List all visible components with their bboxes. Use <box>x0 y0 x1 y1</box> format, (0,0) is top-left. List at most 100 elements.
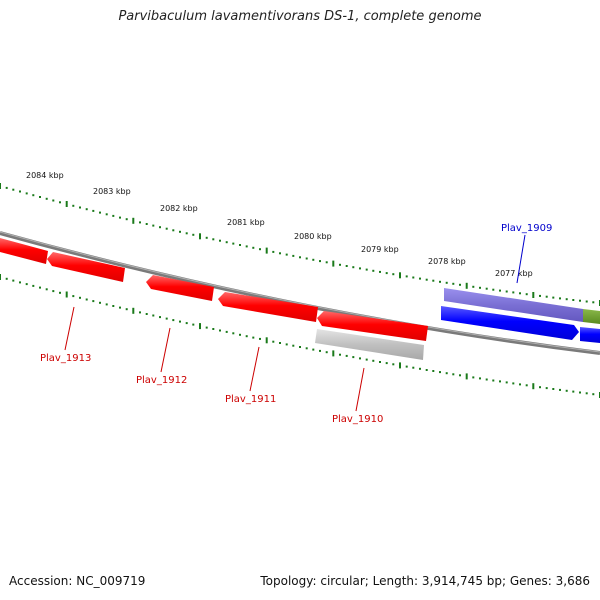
leader-line-plav1909 <box>516 234 526 284</box>
scale-tick-outer <box>479 286 481 289</box>
scale-tick-outer <box>532 292 535 298</box>
scale-tick-outer <box>132 217 135 224</box>
scale-tick-outer <box>85 208 88 211</box>
scale-tick-outer <box>252 246 255 249</box>
scale-tick-inner <box>79 296 81 299</box>
scale-tick-outer <box>312 258 315 261</box>
scale-tick-outer <box>225 241 228 244</box>
scale-tick-outer <box>325 261 328 264</box>
gene-arrow-plav1910[interactable] <box>317 311 428 341</box>
genome-backbone-highlight <box>0 231 600 353</box>
genome-backbone <box>0 231 600 355</box>
scale-tick-inner <box>332 350 335 357</box>
scale-label-2077: 2077 kbp <box>495 269 533 278</box>
scale-tick-outer <box>112 214 115 217</box>
scale-tick-inner <box>532 383 535 390</box>
feature-bar-plav1909[interactable] <box>444 288 583 322</box>
scale-tick-inner <box>419 367 421 370</box>
scale-tick-outer <box>539 294 541 297</box>
scale-tick-outer <box>39 196 41 198</box>
scale-tick-outer <box>179 230 181 233</box>
scale-tick-inner <box>392 363 395 366</box>
scale-tick-inner <box>412 366 415 369</box>
scale-tick-outer <box>12 188 15 191</box>
scale-tick-inner <box>279 342 281 344</box>
gene-label-plav1910[interactable]: Plav_1910 <box>332 414 383 425</box>
scale-tick-outer <box>372 269 375 272</box>
scale-tick-inner <box>239 333 241 336</box>
scale-tick-inner <box>499 380 501 383</box>
feature-bar-plav1910-grey[interactable] <box>315 329 424 360</box>
gene-arrow-plav1911[interactable] <box>218 292 318 322</box>
scale-tick-inner <box>345 354 348 357</box>
gene-arrow-plav1909[interactable] <box>441 306 579 340</box>
scale-tick-inner <box>479 377 481 380</box>
scale-tick-outer <box>292 254 295 257</box>
scale-tick-outer <box>125 218 128 221</box>
scale-tick-inner <box>19 281 21 284</box>
gene-arrow-plav1913[interactable] <box>47 252 125 282</box>
scale-tick-inner <box>445 372 448 375</box>
scale-tick-outer <box>45 197 48 200</box>
gene-label-plav1911[interactable]: Plav_1911 <box>225 394 276 405</box>
scale-tick-inner <box>365 358 368 361</box>
scale-tick-inner <box>185 322 188 325</box>
scale-label-2082: 2082 kbp <box>160 204 198 213</box>
scale-tick-outer <box>185 232 188 235</box>
gene-arrow-plav1912[interactable] <box>146 275 214 301</box>
scale-tick-inner <box>305 347 308 350</box>
scale-tick-outer <box>565 298 568 301</box>
scale-tick-inner <box>272 340 275 343</box>
scale-tick-outer <box>139 221 141 224</box>
scale-tick-outer <box>0 183 1 189</box>
scale-tick-inner <box>212 328 215 330</box>
scale-tick-inner <box>45 288 48 291</box>
scale-tick-inner <box>405 365 408 368</box>
scale-tick-outer <box>452 282 455 285</box>
scale-label-2083: 2083 kbp <box>93 187 131 196</box>
feature-bar-green[interactable] <box>583 309 600 324</box>
scale-tick-outer <box>525 293 528 296</box>
scale-tick-inner <box>199 323 201 330</box>
scale-tick-inner <box>525 384 528 387</box>
scale-tick-inner <box>552 388 555 390</box>
gene-label-plav1913[interactable]: Plav_1913 <box>40 353 91 364</box>
gene-arrow-forward-next[interactable] <box>580 327 600 343</box>
scale-tick-inner <box>165 317 168 320</box>
scale-tick-inner <box>85 298 88 301</box>
scale-tick-outer <box>92 209 95 212</box>
scale-tick-inner <box>559 388 561 391</box>
scale-tick-outer <box>232 242 235 245</box>
scale-tick-outer <box>585 300 588 303</box>
scale-tick-outer <box>259 248 261 251</box>
scale-tick-outer <box>219 239 221 242</box>
scale-tick-outer <box>419 277 421 280</box>
scale-tick-inner <box>592 393 595 396</box>
scale-tick-outer <box>572 299 575 301</box>
scale-tick-inner <box>385 362 388 365</box>
scale-tick-inner <box>225 330 228 333</box>
gene-label-plav1912[interactable]: Plav_1912 <box>136 375 187 386</box>
scale-tick-inner <box>579 391 581 394</box>
scale-tick-inner <box>105 303 108 306</box>
scale-tick-outer <box>32 194 35 197</box>
scale-tick-inner <box>439 371 441 374</box>
scale-tick-outer <box>579 299 581 302</box>
gene-label-plav1909[interactable]: Plav_1909 <box>501 223 552 234</box>
scale-tick-inner <box>539 386 541 389</box>
scale-tick-outer <box>305 257 308 260</box>
scale-tick-outer <box>365 268 368 271</box>
scale-tick-outer <box>425 278 428 281</box>
scale-tick-inner <box>359 357 361 360</box>
gene-arrow-left-edge[interactable] <box>0 238 48 264</box>
scale-tick-outer <box>285 253 288 256</box>
scale-tick-inner <box>252 336 255 339</box>
scale-tick-inner <box>565 389 568 392</box>
scale-tick-outer <box>405 275 408 278</box>
scale-tick-outer <box>172 229 175 232</box>
scale-tick-outer <box>465 282 468 289</box>
scale-tick-inner <box>325 351 328 354</box>
scale-label-2084: 2084 kbp <box>26 171 64 180</box>
scale-tick-outer <box>79 206 81 209</box>
